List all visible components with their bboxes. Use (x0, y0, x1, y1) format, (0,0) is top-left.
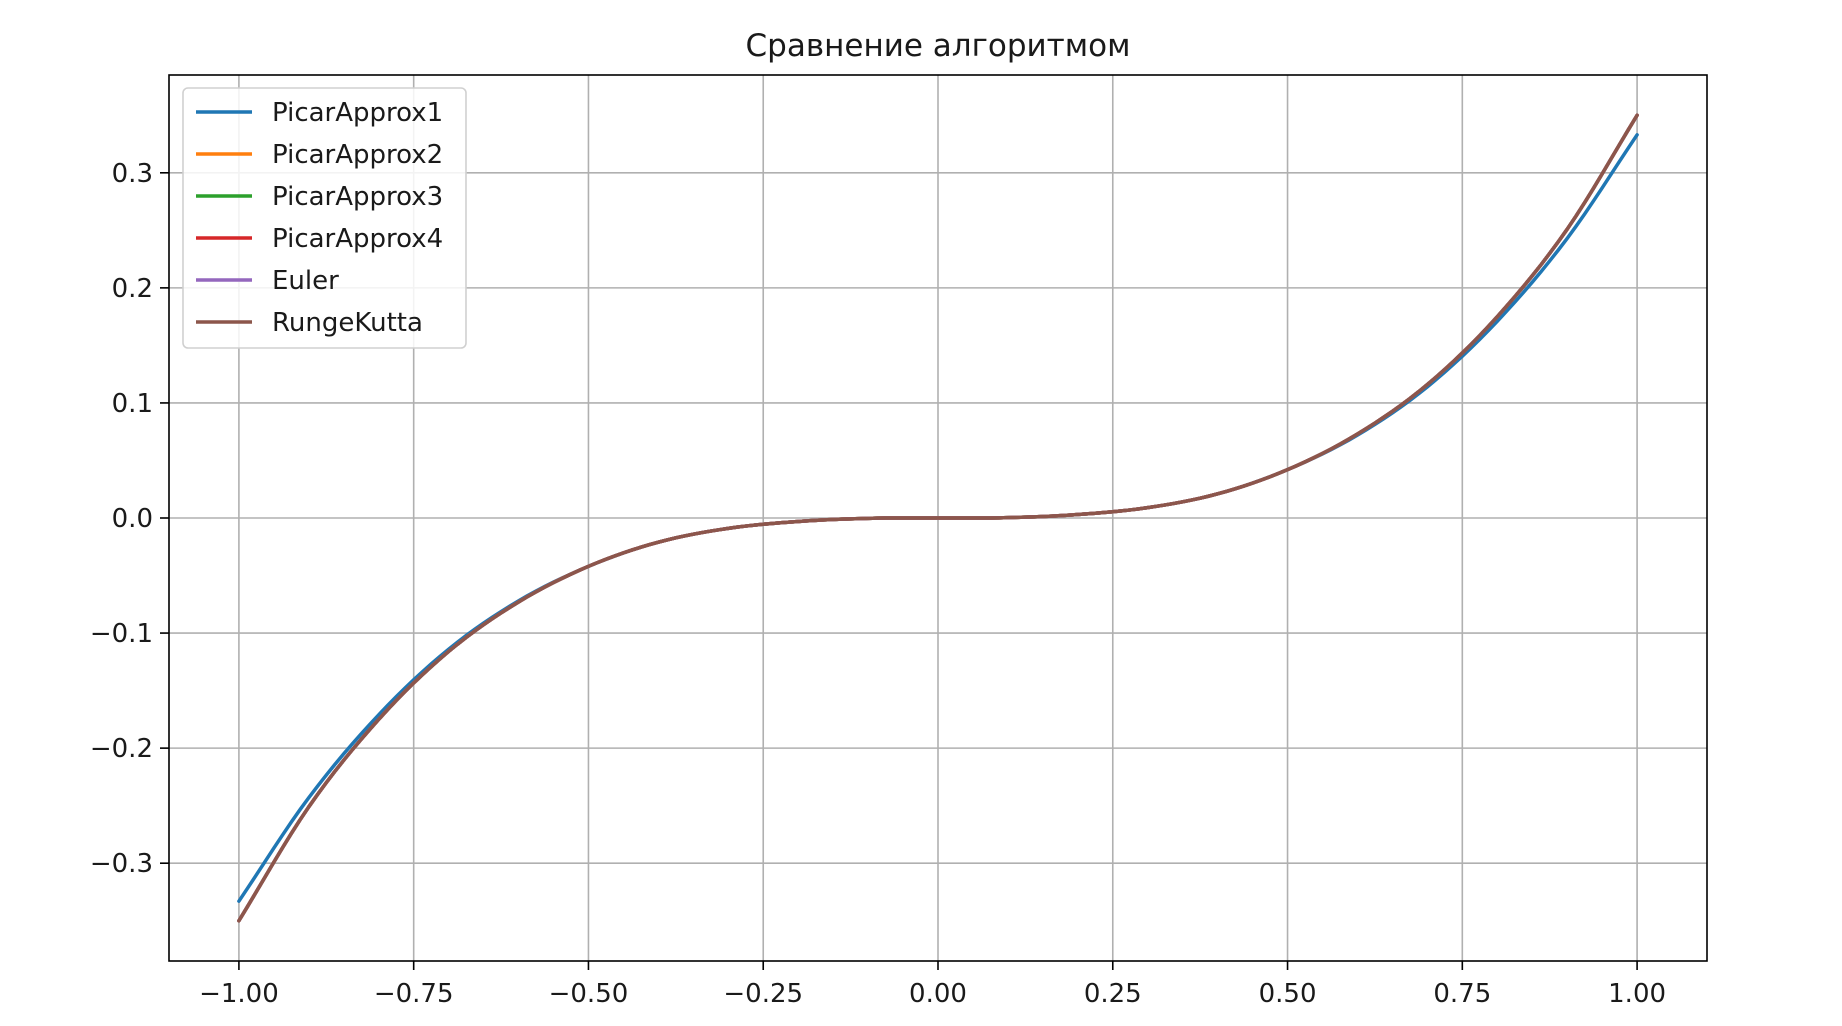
x-tick-label: 0.00 (909, 979, 967, 1009)
x-tick-label: −0.50 (549, 979, 629, 1009)
legend-label: PicarApprox1 (272, 98, 443, 128)
x-tick-label: −0.25 (723, 979, 803, 1009)
legend-label: PicarApprox3 (272, 182, 443, 212)
x-tick-label: 0.75 (1433, 979, 1491, 1009)
legend-label: Euler (272, 266, 339, 296)
y-tick-label: 0.0 (112, 504, 153, 534)
series-line-rungekutta (237, 113, 1639, 923)
x-tick-label: −0.75 (374, 979, 454, 1009)
chart-title: Сравнение алгоритмом (746, 28, 1131, 64)
axis-ticks: −1.00 −0.75 −0.50 −0.25 0.00 0.25 0.50 0.75 1.00… (90, 159, 1666, 1009)
y-tick-label: −0.2 (90, 734, 153, 764)
x-tick-label: 0.25 (1084, 979, 1142, 1009)
legend-box (182, 87, 467, 349)
x-tick-label: 1.00 (1608, 979, 1666, 1009)
legend-label: PicarApprox2 (272, 140, 443, 170)
y-tick-label: 0.1 (112, 389, 153, 419)
y-tick-label: 0.3 (112, 159, 153, 189)
legend-label: PicarApprox4 (272, 224, 443, 254)
legend-label: RungeKutta (272, 308, 423, 338)
x-tick-label: 0.50 (1259, 979, 1317, 1009)
x-tick-label: −1.00 (199, 979, 279, 1009)
series-lines (237, 113, 1639, 923)
y-tick-label: −0.3 (90, 849, 153, 879)
y-tick-label: 0.2 (112, 274, 153, 304)
y-tick-label: −0.1 (90, 619, 153, 649)
legend: PicarApprox1 PicarApprox2 PicarApprox3 Pica… (182, 87, 467, 349)
